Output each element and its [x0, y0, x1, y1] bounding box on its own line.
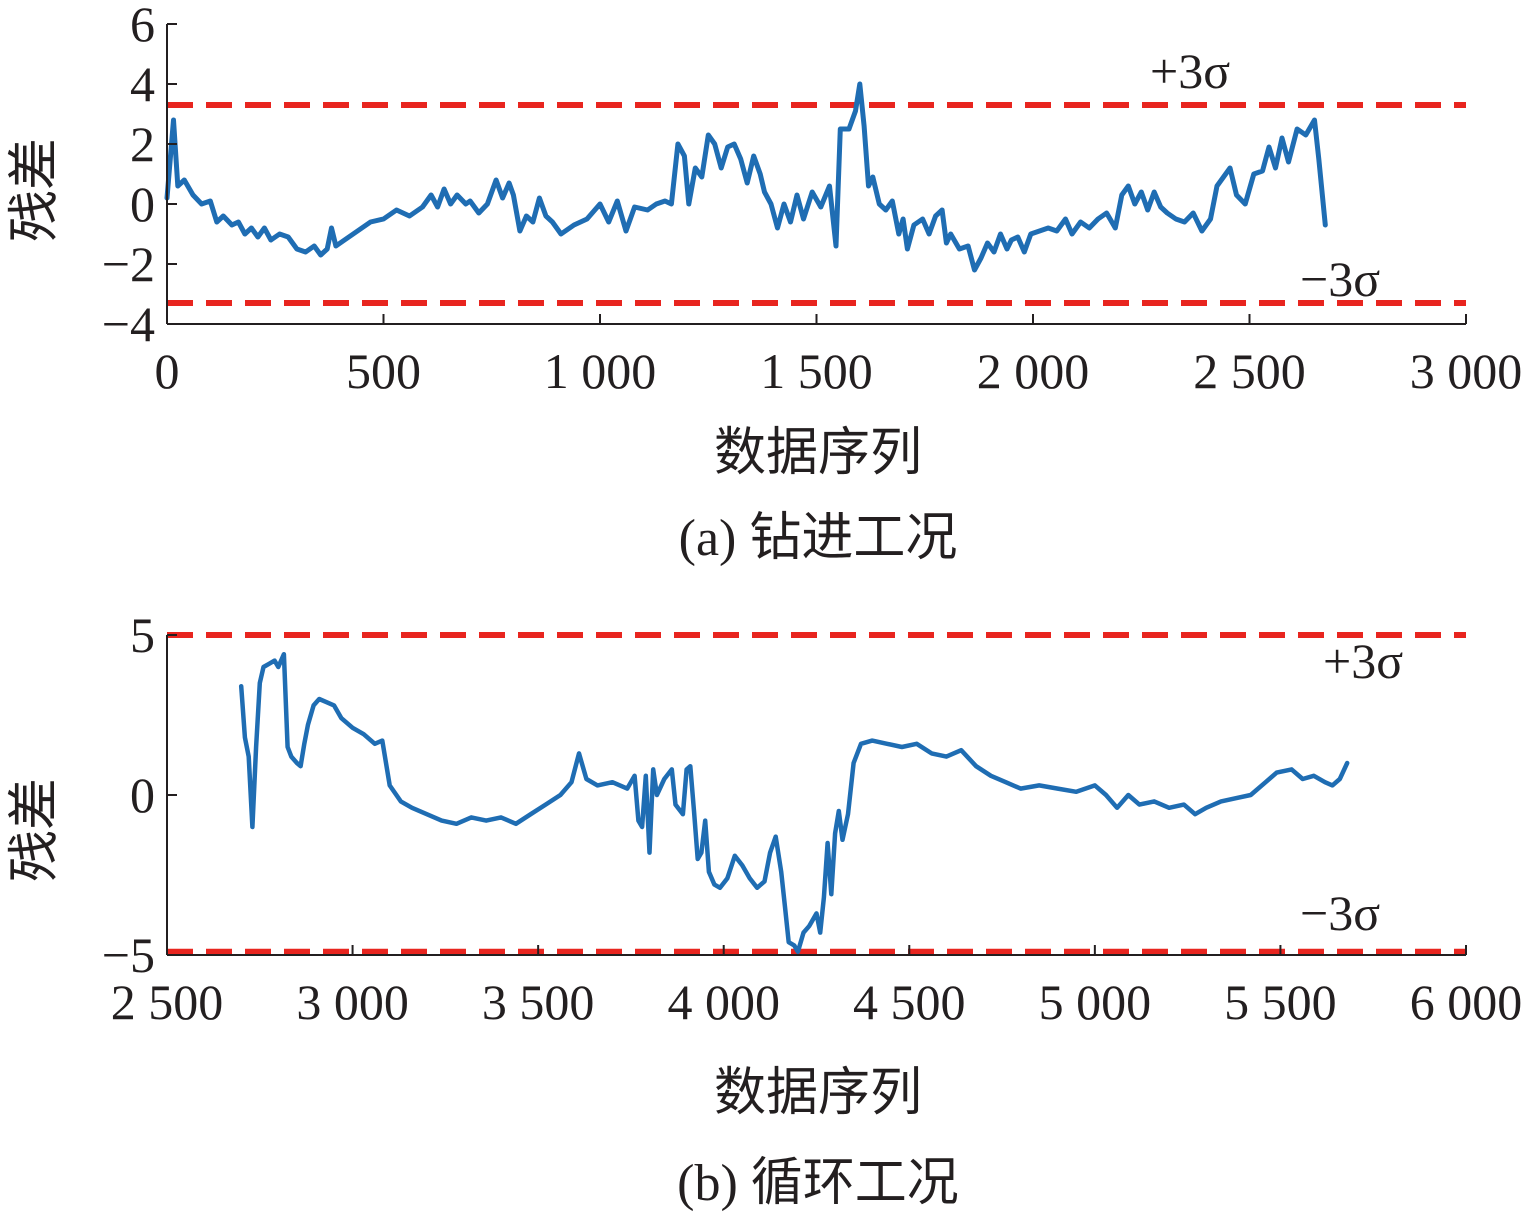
x-ticks: 2 500 3 000 3 500 4 000 4 500 5 000 5 500 6 000 — [111, 945, 1523, 1030]
x-tick-label: 6 000 — [1410, 974, 1523, 1030]
x-tick-label: 3 500 — [482, 974, 595, 1030]
chart-caption: (b) 循环工况 — [677, 1155, 959, 1212]
y-tick-label: 0 — [130, 767, 155, 823]
x-ticks: 0 500 1 000 1 500 2 000 2 500 3 000 — [155, 314, 1523, 399]
axes — [166, 635, 1466, 956]
x-tick-label: 2 000 — [977, 343, 1090, 399]
threshold-label: −3σ — [1300, 251, 1380, 307]
x-tick-label: 0 — [155, 343, 180, 399]
x-tick-label: 1 500 — [760, 343, 873, 399]
x-tick-label: 3 000 — [1410, 343, 1523, 399]
y-tick-label: −4 — [102, 296, 155, 352]
y-tick-label: 5 — [130, 607, 155, 663]
x-tick-label: 4 500 — [853, 974, 966, 1030]
x-axis-title: 数据序列 — [714, 423, 922, 483]
chart-caption: (a) 钻进工况 — [679, 510, 958, 567]
x-tick-label: 4 000 — [667, 974, 780, 1030]
threshold-lines — [167, 632, 1466, 955]
y-tick-label: 4 — [130, 56, 155, 112]
y-tick-label: −5 — [102, 927, 155, 983]
x-tick-label: 1 000 — [544, 343, 657, 399]
sigma-labels: +3σ −3σ — [1150, 43, 1380, 307]
threshold-label: −3σ — [1300, 885, 1380, 941]
threshold-label: +3σ — [1150, 43, 1230, 99]
sigma-labels: +3σ −3σ — [1300, 633, 1403, 941]
series-layer — [238, 651, 1350, 955]
chart-b-circulation: 2 500 3 000 3 500 4 000 4 500 5 000 5 500 6 000… — [5, 607, 1522, 1212]
x-tick-label: 3 000 — [296, 974, 409, 1030]
series-line — [238, 651, 1350, 955]
y-axis-title: 残差 — [5, 138, 65, 242]
y-tick-label: 2 — [130, 116, 155, 172]
x-tick-label: 500 — [346, 343, 421, 399]
x-axis-title: 数据序列 — [714, 1063, 922, 1123]
x-tick-label: 5 500 — [1224, 974, 1337, 1030]
x-tick-label: 2 500 — [1193, 343, 1306, 399]
x-tick-label: 2 500 — [111, 974, 224, 1030]
y-ticks: 5 0 −5 — [102, 607, 177, 983]
y-tick-label: −2 — [102, 236, 155, 292]
series-layer — [164, 81, 1328, 273]
threshold-label: +3σ — [1323, 633, 1403, 689]
x-tick-label: 5 000 — [1039, 974, 1152, 1030]
y-tick-label: 0 — [130, 176, 155, 232]
y-tick-label: 6 — [130, 0, 155, 52]
axes — [166, 24, 1466, 325]
series-line — [164, 81, 1328, 273]
y-axis-title: 残差 — [5, 778, 65, 882]
threshold-lines — [167, 102, 1466, 306]
